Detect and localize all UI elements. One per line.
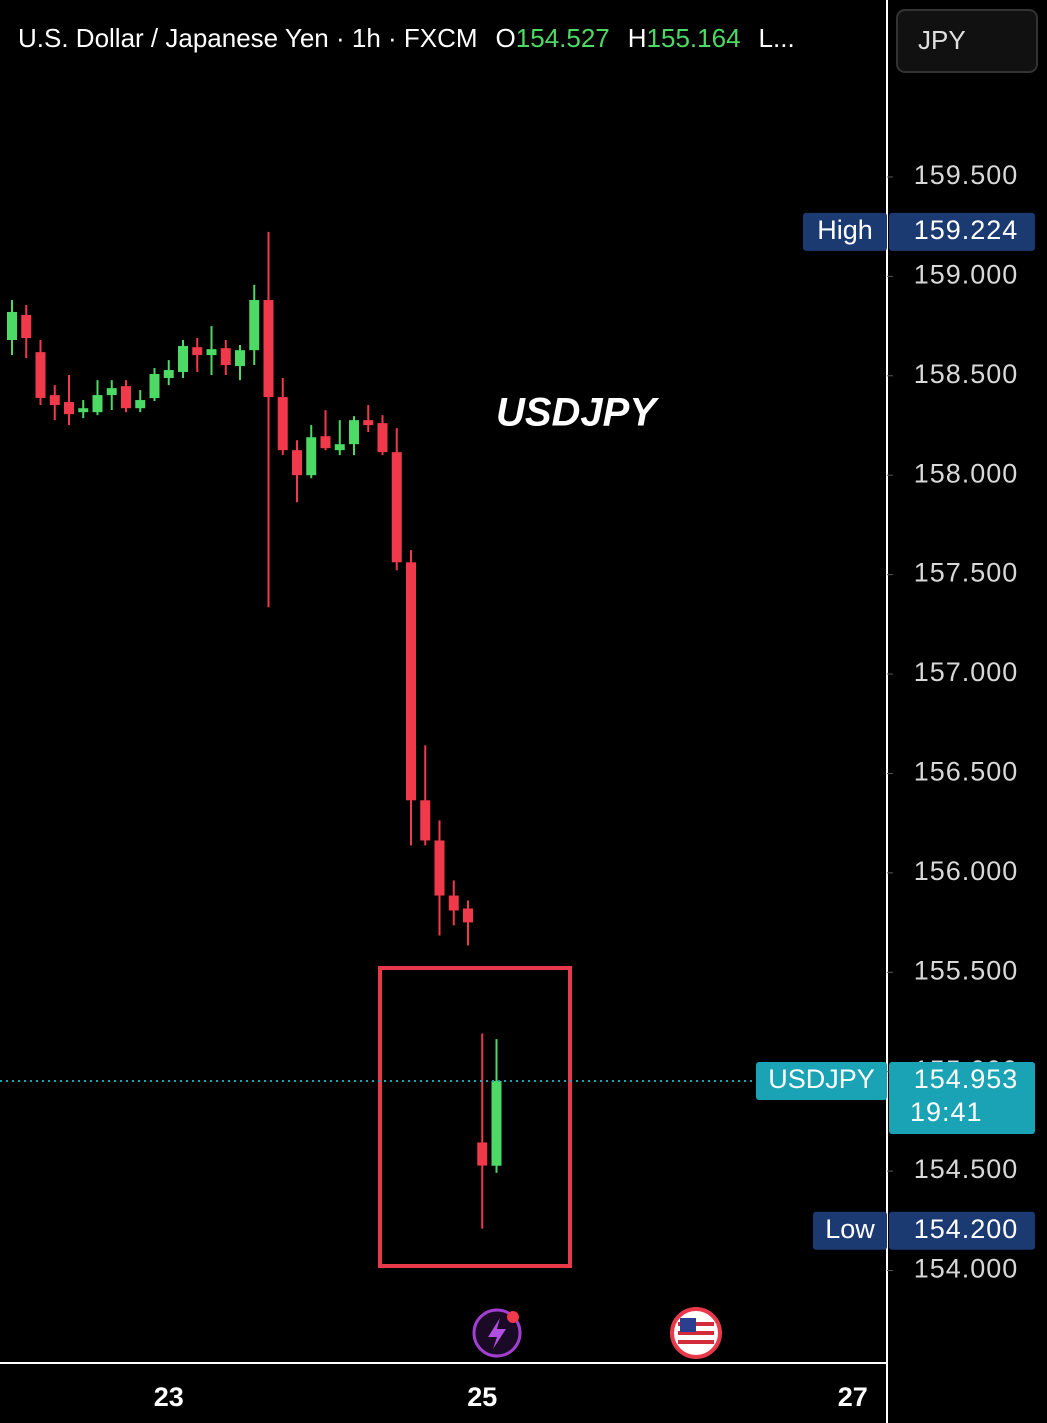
candle-body <box>106 388 117 396</box>
candle-body <box>263 300 274 398</box>
candle-body <box>320 436 331 449</box>
candle-body <box>334 444 345 451</box>
x-tick-label: 23 <box>154 1382 184 1412</box>
y-tick-label: 155.500 <box>914 955 1019 985</box>
y-tick-label: 159.500 <box>914 160 1019 190</box>
currency-button[interactable] <box>896 9 1038 73</box>
candle-body <box>434 840 445 896</box>
candle-body <box>163 370 174 378</box>
candle-body <box>363 420 374 426</box>
candle-body <box>306 437 317 476</box>
candle-body <box>491 1081 502 1166</box>
plot <box>7 231 502 1229</box>
dot <box>507 1311 519 1323</box>
price-marker-value: 154.953 <box>914 1064 1019 1094</box>
candle-body <box>192 347 203 356</box>
canton <box>680 1318 696 1332</box>
ohlc-key: O <box>496 23 516 53</box>
y-tick-label: 154.500 <box>914 1154 1019 1184</box>
candle-body <box>21 314 32 339</box>
price-marker-name: USDJPY <box>768 1064 875 1094</box>
watermark: USDJPY <box>496 391 659 435</box>
y-tick-label: 157.000 <box>914 657 1019 687</box>
symbol: U.S. Dollar / Japanese Yen · 1h · FXCM <box>18 23 478 53</box>
candle-body <box>206 349 217 356</box>
header: U.S. Dollar / Japanese Yen · 1h · FXCM O1… <box>18 23 795 53</box>
price-marker-value: 154.200 <box>914 1214 1019 1244</box>
events-icon[interactable] <box>472 1308 522 1358</box>
candle-body <box>448 895 459 911</box>
ohlc-key: H <box>628 23 647 53</box>
ohlc-value: 155.164 <box>647 23 741 53</box>
y-tick-label: 158.500 <box>914 359 1019 389</box>
candle-body <box>292 450 302 476</box>
flag-icon[interactable] <box>670 1307 722 1359</box>
ohlc-key: L... <box>759 23 795 53</box>
candle-body <box>463 908 473 923</box>
stripe <box>678 1340 714 1344</box>
currency-label: JPY <box>918 25 966 55</box>
candle-body <box>277 397 288 451</box>
candle-body <box>35 352 46 399</box>
y-tick-label: 156.500 <box>914 757 1019 787</box>
price-marker <box>756 1062 887 1101</box>
candle-body <box>49 395 60 406</box>
candle-body <box>135 400 146 409</box>
y-tick-label: 157.500 <box>914 558 1019 588</box>
price-marker-name: High <box>817 215 873 245</box>
price-marker-value-box <box>889 212 1035 251</box>
y-tick-label: 156.000 <box>914 856 1019 886</box>
candle-body <box>235 350 245 367</box>
price-marker <box>813 1211 887 1250</box>
price-marker <box>803 212 887 251</box>
candle-body <box>64 402 74 415</box>
price-marker-value-box <box>889 1062 1035 1135</box>
y-tick-label: 158.000 <box>914 458 1019 488</box>
price-marker-name: Low <box>825 1214 875 1244</box>
candle-body <box>121 386 131 409</box>
x-tick-label: 25 <box>467 1382 497 1412</box>
y-tick-label: 159.000 <box>914 260 1019 290</box>
candle-body <box>178 345 188 373</box>
y-tick-label: 154.000 <box>914 1254 1019 1284</box>
candle-body <box>220 348 231 366</box>
stripe <box>678 1331 714 1335</box>
candle-body <box>420 800 431 841</box>
lightning <box>488 1318 506 1349</box>
ohlc-value: 154.527 <box>516 23 610 53</box>
price-marker-value: 159.224 <box>914 215 1019 245</box>
candle-body <box>249 300 260 351</box>
candle-body <box>406 562 416 801</box>
candle-body <box>149 374 160 399</box>
candle-body <box>78 408 89 413</box>
candle-body <box>349 420 359 445</box>
candle-body <box>477 1142 488 1166</box>
candle-body <box>391 452 402 563</box>
price-marker-countdown: 19:41 <box>910 1097 983 1127</box>
x-tick-label: 27 <box>838 1382 868 1412</box>
candle-body <box>92 395 103 413</box>
candle-body <box>377 423 388 453</box>
highlight-box <box>378 966 572 1268</box>
candle-body <box>7 311 17 341</box>
price-marker-value-box <box>889 1211 1035 1250</box>
